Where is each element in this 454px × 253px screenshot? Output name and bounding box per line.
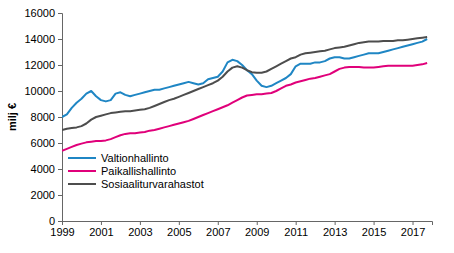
tick-label: 1999 [50, 226, 74, 238]
tick: 14000 [24, 33, 62, 45]
series-line [62, 37, 427, 130]
tick-mark [179, 221, 180, 225]
y-axis: 0 2000 4000 6000 8000 10000 12000 14000 16000 [24, 7, 62, 227]
tick: 2013 [323, 221, 347, 238]
tick: 8000 [31, 111, 62, 123]
tick: 10000 [24, 85, 62, 97]
series-line [62, 63, 427, 151]
tick-label: 2000 [31, 189, 55, 201]
tick-label: 6000 [31, 137, 55, 149]
tick: 16000 [24, 7, 62, 19]
tick-mark [218, 221, 219, 225]
tick-label: 2015 [362, 226, 386, 238]
tick-label: 2017 [401, 226, 425, 238]
tick-mark [413, 221, 414, 225]
tick-mark [58, 39, 62, 40]
tick-mark [58, 65, 62, 66]
tick: 2015 [362, 221, 386, 238]
tick: 2017 [401, 221, 425, 238]
tick-mark [58, 117, 62, 118]
tick-label: 2011 [284, 226, 308, 238]
y-axis-title: milj € [6, 103, 18, 131]
tick-mark [296, 221, 297, 225]
tick-mark [58, 91, 62, 92]
legend-label: Paikallishallinto [101, 165, 176, 177]
chart: 1999 2001 2003 2005 2007 2009 2011 2013 2015 2017… [0, 0, 454, 253]
tick-mark [335, 221, 336, 225]
tick-label: 2003 [128, 226, 152, 238]
tick: 2011 [284, 221, 308, 238]
tick-label: 16000 [24, 7, 55, 19]
legend-swatch [68, 183, 96, 185]
tick-mark [374, 221, 375, 225]
tick-mark [140, 221, 141, 225]
tick-label: 2009 [245, 226, 269, 238]
tick: 2009 [245, 221, 269, 238]
tick-label: 4000 [31, 163, 55, 175]
lines [62, 37, 427, 151]
tick-label: 2007 [206, 226, 230, 238]
tick: 2001 [89, 221, 113, 238]
axis-line [63, 222, 433, 226]
axis-line [58, 14, 63, 222]
tick-label: 0 [49, 215, 55, 227]
x-axis: 1999 2001 2003 2005 2007 2009 2011 2013 2015 2017 [50, 221, 432, 238]
legend: ValtionhallintoPaikallishallintoSosiaali… [68, 152, 204, 190]
tick: 0 [49, 215, 62, 227]
tick: 2000 [31, 189, 62, 201]
tick: 6000 [31, 137, 62, 149]
tick-label: 2013 [323, 226, 347, 238]
tick-label: 8000 [31, 111, 55, 123]
tick: 2003 [128, 221, 152, 238]
tick-label: 14000 [24, 33, 55, 45]
legend-label: Sosiaaliturvarahastot [101, 178, 204, 190]
tick-label: 2005 [167, 226, 191, 238]
tick-mark [58, 195, 62, 196]
tick-mark [58, 169, 62, 170]
tick-label: 10000 [24, 85, 55, 97]
tick-label: 2001 [89, 226, 113, 238]
tick: 2007 [206, 221, 230, 238]
legend-swatch [68, 170, 96, 172]
tick-mark [58, 143, 62, 144]
tick-mark [58, 13, 62, 14]
tick-mark [257, 221, 258, 225]
tick-mark [58, 221, 62, 222]
tick: 4000 [31, 163, 62, 175]
series-line [62, 39, 427, 117]
tick: 12000 [24, 59, 62, 71]
tick-mark [101, 221, 102, 225]
tick-label: 12000 [24, 59, 55, 71]
legend-swatch [68, 157, 96, 159]
tick: 2005 [167, 221, 191, 238]
plot: 1999 2001 2003 2005 2007 2009 2011 2013 2015 2017… [24, 7, 432, 238]
legend-label: Valtionhallinto [101, 152, 169, 164]
